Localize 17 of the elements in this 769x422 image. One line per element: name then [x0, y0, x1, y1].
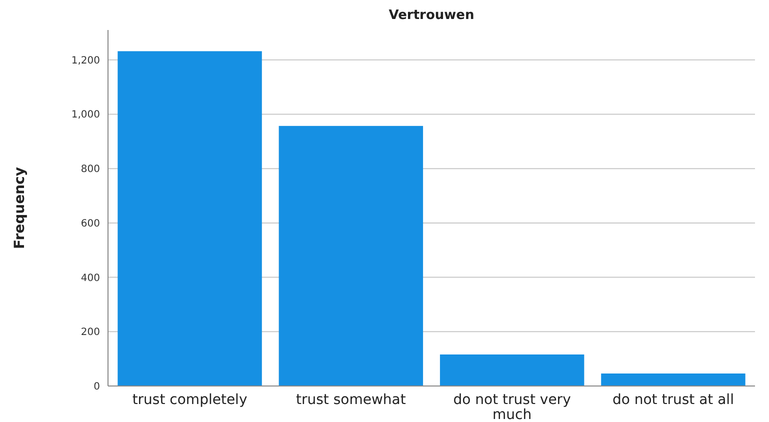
x-tick-label: do not trust very much [453, 392, 571, 422]
y-tick-label: 400 [80, 272, 100, 284]
y-tick-label: 800 [80, 164, 100, 176]
x-tick-label: trust completely [132, 392, 248, 408]
y-tick-label: 1,200 [71, 55, 100, 66]
bar [118, 51, 262, 386]
y-axis-title: Frequency [12, 167, 28, 249]
bar [440, 354, 584, 386]
bar [278, 126, 424, 386]
x-tick-label: do not trust at all [612, 392, 734, 408]
y-tick-label: 0 [94, 382, 100, 392]
bar [601, 374, 746, 386]
x-tick-label: trust somewhat [296, 392, 406, 408]
y-tick-label: 1,000 [71, 110, 100, 121]
chart-title: Vertrouwen [388, 8, 474, 23]
y-tick-label: 600 [80, 218, 100, 230]
y-tick-label: 200 [80, 327, 100, 338]
